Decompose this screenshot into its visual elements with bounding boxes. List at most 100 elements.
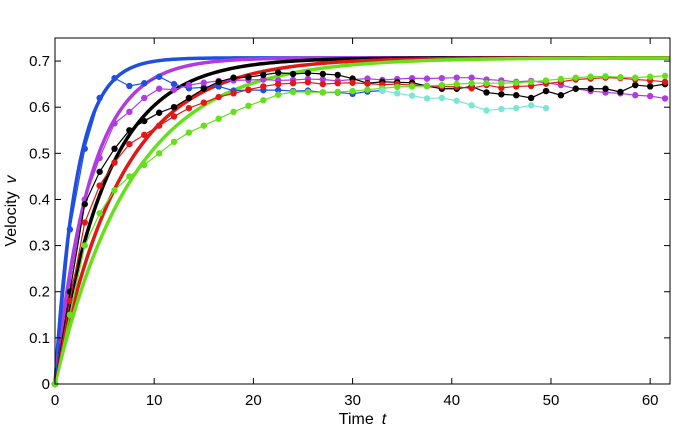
data-point	[468, 85, 475, 92]
data-point	[557, 92, 565, 99]
data-point	[170, 86, 178, 93]
data-point	[289, 88, 297, 96]
data-point	[334, 71, 341, 79]
data-point	[349, 87, 356, 95]
y-axis-label: Velocity v	[3, 174, 20, 246]
y-tick-label: 0.2	[29, 284, 50, 301]
data-point	[260, 83, 267, 90]
data-point	[126, 173, 133, 180]
data-point	[408, 83, 416, 90]
data-point	[200, 99, 207, 106]
y-tick-label: 0.7	[29, 53, 50, 70]
data-point	[215, 78, 222, 86]
data-point	[170, 138, 178, 145]
data-point	[438, 81, 446, 89]
data-point	[215, 83, 222, 90]
data-point	[304, 88, 312, 96]
data-point	[230, 108, 237, 116]
data-point	[185, 94, 193, 102]
data-point	[126, 127, 133, 134]
data-point	[364, 86, 371, 93]
data-point	[96, 154, 103, 162]
data-point	[453, 97, 460, 104]
data-point	[274, 80, 282, 88]
data-point	[587, 85, 594, 92]
x-axis-label-variable: t	[382, 411, 387, 428]
data-point	[438, 74, 446, 82]
y-tick-label: 0.6	[29, 99, 50, 116]
data-point	[632, 74, 639, 81]
data-point	[483, 89, 490, 96]
plot-area	[55, 38, 670, 384]
y-tick-label: 0.5	[29, 145, 50, 162]
data-series-5	[51, 72, 669, 388]
data-point	[274, 86, 282, 94]
data-point	[141, 94, 148, 102]
plot-frame	[54, 37, 671, 385]
x-tick-label: 10	[146, 392, 163, 409]
data-point	[260, 76, 267, 83]
data-point	[215, 115, 222, 122]
data-point	[542, 87, 550, 95]
data-point	[617, 74, 624, 81]
data-point	[632, 81, 639, 89]
y-axis-label-variable: v	[3, 174, 20, 183]
y-tick-label: 0.4	[29, 191, 50, 208]
data-point	[453, 74, 460, 81]
data-point	[81, 145, 88, 152]
x-tick-label: 60	[642, 392, 659, 409]
data-point	[572, 74, 579, 81]
x-tick-label: 20	[245, 392, 262, 409]
data-point	[274, 69, 282, 76]
data-point	[141, 117, 148, 125]
data-point	[513, 104, 520, 112]
data-point	[334, 88, 341, 96]
data-point	[141, 161, 148, 169]
data-point	[66, 311, 74, 318]
x-tick-label: 50	[543, 392, 560, 409]
data-point	[111, 159, 118, 166]
data-point	[349, 79, 356, 86]
data-point	[438, 94, 446, 102]
data-point	[408, 92, 416, 99]
data-point	[155, 122, 163, 129]
data-series-6	[379, 87, 550, 114]
data-point	[185, 129, 193, 136]
data-point	[646, 73, 654, 80]
data-point	[304, 69, 312, 77]
data-point	[587, 73, 594, 80]
data-point	[468, 74, 475, 81]
y-tick-label: 0	[42, 376, 50, 393]
data-point	[364, 75, 371, 82]
data-point	[155, 150, 163, 157]
data-point	[170, 113, 178, 120]
data-point	[170, 80, 178, 88]
data-point	[200, 122, 207, 129]
data-point	[289, 70, 297, 78]
model-curve-5	[53, 56, 671, 385]
data-point	[289, 80, 297, 87]
plot-background	[55, 38, 670, 384]
data-point	[513, 79, 520, 86]
data-point	[319, 80, 327, 88]
data-point	[498, 105, 505, 113]
data-point	[111, 145, 118, 152]
data-point	[498, 84, 505, 92]
data-point	[483, 107, 490, 114]
data-point	[661, 78, 669, 86]
data-point	[379, 87, 386, 94]
data-point	[632, 92, 639, 99]
data-point	[111, 187, 118, 194]
data-point	[96, 182, 103, 189]
data-point	[423, 95, 431, 102]
data-point	[646, 92, 654, 100]
x-axis-label: Time t	[339, 411, 387, 428]
data-point	[498, 80, 505, 87]
data-point	[245, 102, 252, 110]
x-tick-label: 30	[344, 392, 361, 409]
data-point	[661, 95, 669, 102]
data-point	[542, 77, 550, 84]
data-point	[81, 200, 88, 208]
data-point	[527, 102, 535, 109]
data-point	[423, 82, 431, 90]
